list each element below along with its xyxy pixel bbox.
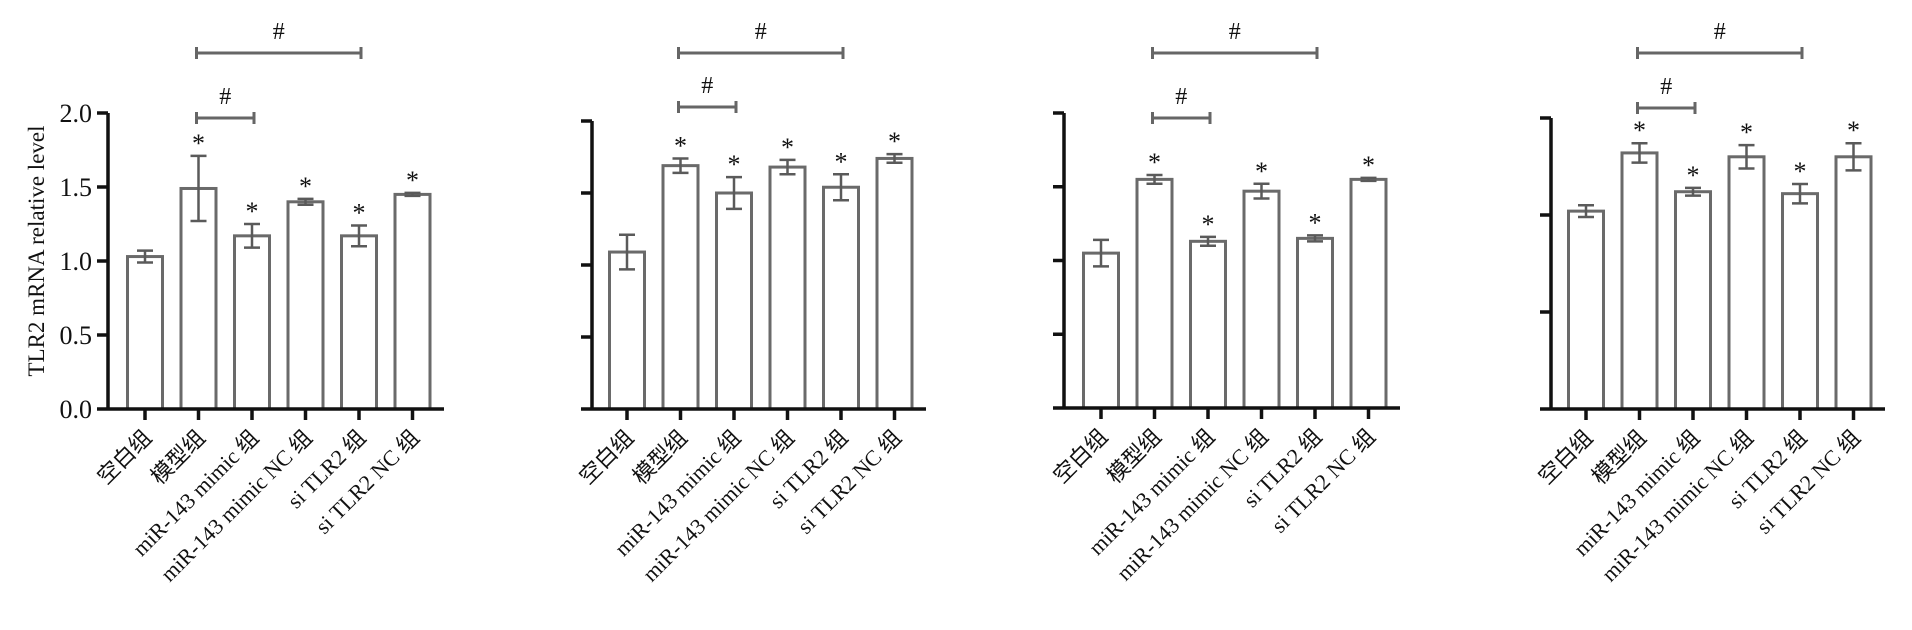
bracket-label: # <box>219 84 231 110</box>
panel-4: 空白组*模型组*miR-143 mimic 组*miR-143 mimic NC… <box>1533 19 1885 586</box>
bar <box>393 192 432 411</box>
significance-mark: * <box>299 172 312 201</box>
bar <box>1082 251 1120 410</box>
significance-bracket <box>1636 102 1697 114</box>
significance-mark: * <box>1633 116 1646 145</box>
bar <box>126 255 164 411</box>
significance-mark: * <box>1847 116 1860 145</box>
y-axis-label: TLR2 mRNA relative level <box>24 125 49 376</box>
error-bar <box>1685 186 1701 197</box>
significance-bracket <box>1636 47 1804 59</box>
significance-mark: * <box>1794 157 1807 186</box>
significance-mark: * <box>781 133 794 162</box>
bar <box>1620 151 1659 411</box>
bracket-label: # <box>1229 19 1241 45</box>
error-bar <box>1200 235 1216 247</box>
panel-2: 空白组*模型组*miR-143 mimic 组*miR-143 mimic NC… <box>574 19 926 586</box>
error-bar <box>779 158 796 176</box>
bar <box>1727 155 1766 411</box>
bracket-label: # <box>755 19 767 45</box>
error-bar <box>619 233 635 271</box>
error-bar <box>1307 234 1323 243</box>
bar <box>1296 236 1334 410</box>
error-bar <box>886 152 903 165</box>
significance-mark: * <box>674 131 687 160</box>
significance-mark: * <box>1687 161 1700 190</box>
y-tick-label: 0.0 <box>60 395 93 424</box>
error-bar <box>1093 238 1109 268</box>
significance-bracket <box>677 101 738 113</box>
significance-bracket <box>677 47 845 59</box>
error-bar <box>1360 176 1377 183</box>
significance-mark: * <box>728 150 741 179</box>
bar <box>822 185 860 411</box>
error-bar <box>1578 204 1594 219</box>
error-bar <box>1738 143 1755 170</box>
bar <box>768 165 807 411</box>
significance-bracket <box>1151 112 1212 124</box>
error-bar <box>1792 182 1808 205</box>
error-bar <box>351 224 367 248</box>
significance-mark: * <box>246 197 259 226</box>
significance-mark: * <box>1362 151 1375 180</box>
bar <box>661 164 700 411</box>
bracket-label: # <box>273 19 285 45</box>
x-tick-label: 空白组 <box>92 425 156 489</box>
significance-mark: * <box>835 147 848 176</box>
significance-mark: * <box>406 166 419 195</box>
error-bar <box>137 249 153 264</box>
bracket-label: # <box>701 73 713 99</box>
significance-bracket <box>195 47 363 59</box>
bar <box>1674 190 1712 411</box>
error-bar <box>404 191 421 198</box>
significance-bracket <box>1151 47 1319 59</box>
significance-mark: * <box>1309 208 1322 237</box>
error-bar <box>244 222 260 249</box>
error-bar <box>672 157 689 175</box>
bar <box>715 191 753 411</box>
panel-1: 空白组*模型组*miR-143 mimic 组*miR-143 mimic NC… <box>24 19 444 586</box>
bar <box>875 156 914 411</box>
significance-bracket <box>195 112 256 124</box>
x-tick-label: 空白组 <box>574 425 638 489</box>
error-bar <box>190 154 207 223</box>
error-bar <box>726 175 742 211</box>
significance-mark: * <box>888 127 901 156</box>
bar <box>1135 177 1174 410</box>
bar <box>608 250 646 411</box>
bar <box>286 200 325 411</box>
y-tick-label: 0.5 <box>60 321 93 350</box>
significance-mark: * <box>1740 118 1753 147</box>
bar <box>340 234 378 411</box>
bracket-label: # <box>1175 84 1187 110</box>
error-bar <box>297 197 314 207</box>
bar <box>1781 192 1819 411</box>
significance-mark: * <box>192 129 205 158</box>
significance-mark: * <box>1255 157 1268 186</box>
bar <box>1189 239 1227 410</box>
bar <box>179 186 218 411</box>
panel-3: 空白组*模型组*miR-143 mimic 组*miR-143 mimic NC… <box>1048 19 1400 585</box>
significance-mark: * <box>1202 210 1215 239</box>
error-bar <box>1253 182 1270 200</box>
error-bar <box>1845 141 1862 172</box>
error-bar <box>833 173 849 202</box>
significance-mark: * <box>353 198 366 227</box>
bar <box>1834 155 1873 411</box>
bar <box>1349 177 1388 410</box>
bar <box>1242 189 1281 410</box>
y-tick-label: 1.5 <box>60 173 93 202</box>
y-tick-label: 2.0 <box>60 99 93 128</box>
bracket-label: # <box>1714 19 1726 45</box>
bar <box>233 234 271 411</box>
x-tick-label: 空白组 <box>1533 425 1597 489</box>
error-bar <box>1631 141 1648 164</box>
significance-mark: * <box>1148 148 1161 177</box>
x-tick-label: 空白组 <box>1048 424 1112 488</box>
y-tick-label: 1.0 <box>60 247 93 276</box>
error-bar <box>1146 173 1163 186</box>
bracket-label: # <box>1660 74 1672 100</box>
bar <box>1567 209 1605 411</box>
